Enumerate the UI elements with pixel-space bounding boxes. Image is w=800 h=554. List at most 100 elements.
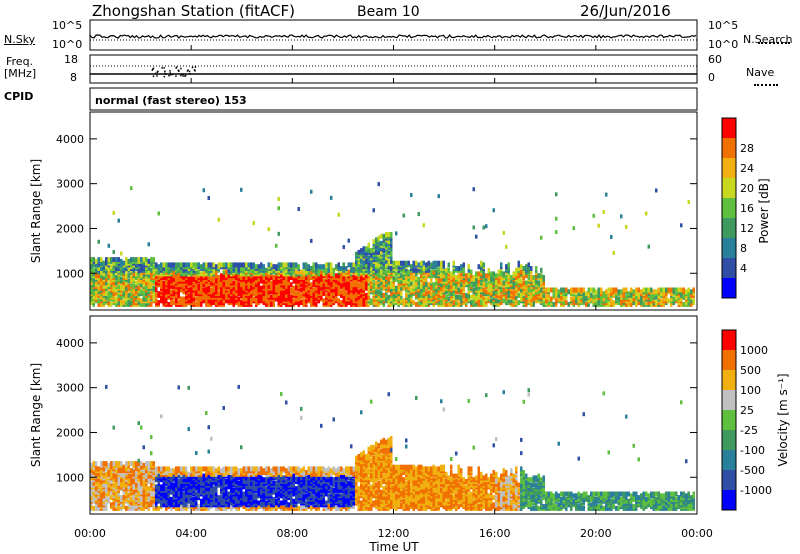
nave-point bbox=[193, 69, 196, 71]
heatmap-cell bbox=[100, 283, 103, 289]
heatmap-cell bbox=[472, 275, 475, 280]
nave-point bbox=[182, 75, 184, 77]
heatmap-cell bbox=[440, 260, 443, 266]
heatmap-cell bbox=[507, 291, 510, 297]
heatmap-cell bbox=[190, 271, 193, 277]
heatmap-cell bbox=[235, 269, 238, 275]
heatmap-cell bbox=[267, 269, 270, 275]
heatmap-cell bbox=[177, 473, 180, 479]
heatmap-cell bbox=[247, 300, 250, 306]
heatmap-cell bbox=[210, 300, 213, 306]
heatmap-cell bbox=[145, 301, 148, 307]
heatmap-cell bbox=[95, 273, 98, 279]
heatmap-cell bbox=[242, 262, 245, 268]
nsearch-legend-line bbox=[758, 42, 790, 44]
heatmap-cell bbox=[117, 218, 120, 223]
heatmap-cell bbox=[185, 466, 188, 472]
heatmap-cell bbox=[412, 266, 415, 271]
freq-tick-bottom: 8 bbox=[70, 71, 77, 84]
heatmap-cell bbox=[195, 269, 198, 275]
heatmap-cell bbox=[327, 262, 330, 268]
heatmap-cell bbox=[302, 271, 305, 277]
heatmap-cell bbox=[112, 482, 115, 488]
heatmap-cell bbox=[212, 262, 215, 268]
heatmap-cell bbox=[360, 275, 363, 280]
heatmap-cell bbox=[212, 466, 215, 472]
heatmap-cell bbox=[515, 280, 518, 286]
heatmap-cell bbox=[450, 271, 453, 277]
nave-label: Nave bbox=[746, 66, 775, 79]
heatmap-cell bbox=[535, 266, 538, 271]
heatmap-cell bbox=[337, 285, 340, 291]
heatmap-cell bbox=[97, 502, 100, 508]
heatmap-cell bbox=[250, 489, 253, 495]
heatmap-cell bbox=[527, 266, 530, 271]
heatmap-cell bbox=[195, 296, 198, 302]
heatmap-cell bbox=[90, 300, 93, 306]
nave-point bbox=[152, 75, 155, 78]
heatmap-cell bbox=[342, 282, 345, 288]
heatmap-cell bbox=[452, 283, 455, 289]
heatmap-cell bbox=[197, 262, 200, 268]
heatmap-cell bbox=[165, 275, 168, 280]
heatmap-cell bbox=[472, 298, 475, 304]
heatmap-cell bbox=[105, 257, 108, 263]
heatmap-cell bbox=[202, 502, 205, 508]
heatmap-cell bbox=[170, 468, 173, 474]
heatmap-cell bbox=[617, 289, 620, 295]
heatmap-cell bbox=[200, 498, 203, 504]
heatmap-cell bbox=[590, 296, 593, 302]
heatmap-cell bbox=[540, 235, 543, 240]
nave-point bbox=[182, 73, 185, 75]
heatmap-cell bbox=[177, 495, 180, 501]
heatmap-cell bbox=[165, 470, 168, 475]
heatmap-cell bbox=[117, 504, 120, 510]
heatmap-cell bbox=[327, 273, 330, 279]
heatmap-cell bbox=[445, 289, 448, 295]
heatmap-cell bbox=[232, 285, 235, 291]
heatmap-cell bbox=[505, 275, 508, 280]
heatmap-cell bbox=[147, 491, 150, 497]
heatmap-cell bbox=[97, 301, 100, 307]
heatmap-cell bbox=[122, 498, 125, 504]
heatmap-cell bbox=[357, 249, 360, 255]
heatmap-cell bbox=[120, 471, 123, 477]
heatmap-cell bbox=[205, 505, 208, 511]
heatmap-cell bbox=[105, 502, 108, 508]
heatmap-cell bbox=[295, 291, 298, 297]
nave-point bbox=[164, 73, 167, 75]
heatmap-cell bbox=[122, 495, 125, 501]
heatmap-cell bbox=[342, 301, 345, 307]
heatmap-cell bbox=[245, 491, 248, 497]
heatmap-cell bbox=[415, 271, 418, 277]
heatmap-cell bbox=[492, 208, 495, 213]
heatmap-cell bbox=[127, 292, 130, 298]
heatmap-cell bbox=[457, 266, 460, 271]
heatmap-cell bbox=[515, 275, 518, 280]
heatmap-cell bbox=[592, 294, 595, 300]
heatmap-cell bbox=[410, 275, 413, 280]
heatmap-cell bbox=[500, 280, 503, 286]
heatmap-cell bbox=[680, 223, 683, 228]
heatmap-cell bbox=[442, 260, 445, 266]
heatmap-cell bbox=[265, 289, 268, 295]
heatmap-cell bbox=[142, 502, 145, 508]
heatmap-cell bbox=[460, 264, 463, 270]
heatmap-cell bbox=[602, 209, 605, 214]
heatmap-cell bbox=[145, 257, 148, 263]
heatmap-cell bbox=[225, 466, 228, 472]
y-tick-label: 2000 bbox=[56, 222, 84, 235]
heatmap-cell bbox=[147, 273, 150, 279]
heatmap-cell bbox=[327, 278, 330, 284]
heatmap-cell bbox=[632, 296, 635, 302]
heatmap-cell bbox=[125, 301, 128, 307]
heatmap-cell bbox=[137, 273, 140, 279]
heatmap-cell bbox=[110, 489, 113, 495]
heatmap-cell bbox=[452, 260, 455, 266]
heatmap-cell bbox=[335, 282, 338, 288]
heatmap-cell bbox=[127, 484, 130, 490]
heatmap-cell bbox=[340, 278, 343, 284]
heatmap-cell bbox=[307, 264, 310, 270]
heatmap-cell bbox=[135, 275, 138, 280]
nave-point bbox=[161, 67, 163, 69]
